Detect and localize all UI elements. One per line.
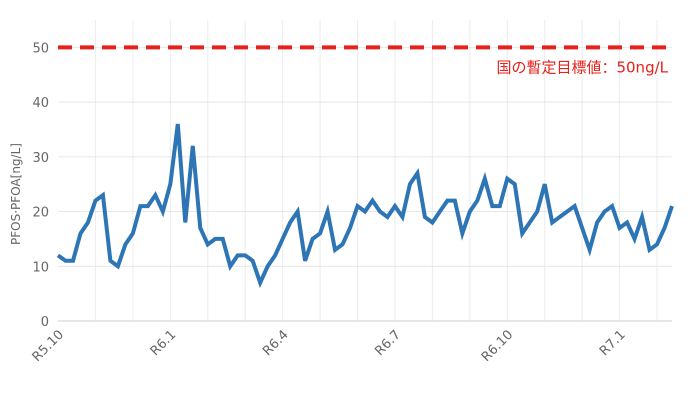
y-tick-label: 20 <box>32 206 49 221</box>
reference-line-label: 国の暫定目標値：50ng/L <box>496 58 668 76</box>
y-axis-ticks: 0 10 20 30 40 50 <box>32 41 49 330</box>
series-line <box>56 123 674 289</box>
x-tick-label: R6.4 <box>260 327 292 359</box>
y-tick-label: 40 <box>32 96 49 111</box>
x-tick-label: R6.1 <box>148 327 180 359</box>
x-tick-label: R7.1 <box>597 327 629 359</box>
x-tick-label: R5.10 <box>30 327 67 364</box>
y-tick-label: 10 <box>32 260 49 275</box>
x-tick-label: R6.7 <box>372 327 404 359</box>
y-axis-title: PFOS·PFOA[ng/L] <box>9 143 23 245</box>
y-tick-label: 30 <box>32 151 49 166</box>
x-tick-label: R6.10 <box>479 327 516 364</box>
y-tick-label: 50 <box>32 41 49 56</box>
series-layer <box>56 123 674 289</box>
y-tick-label: 0 <box>41 315 49 330</box>
